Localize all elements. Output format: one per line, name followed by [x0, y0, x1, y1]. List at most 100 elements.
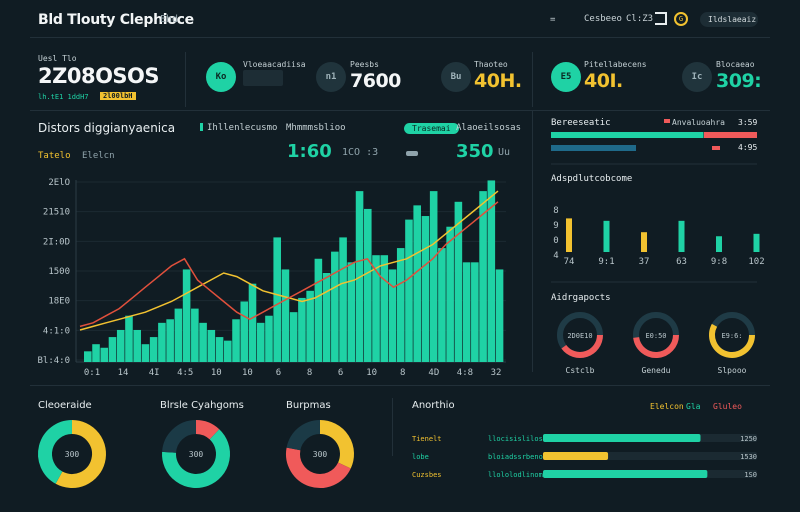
bar: [347, 262, 356, 362]
bar: [438, 248, 446, 362]
bar: [207, 329, 216, 362]
mini-x-tick: 63: [676, 257, 687, 267]
bar: [273, 237, 281, 362]
bar: [331, 251, 339, 362]
header-menu-icon[interactable]: =: [550, 15, 556, 25]
bar: [364, 208, 372, 362]
series-line-a: [79, 190, 499, 331]
bar: [314, 258, 323, 362]
legend-item-a[interactable]: Ihllenlecusmo: [200, 123, 277, 133]
right-section-2-title: Adspdlutcobcome: [551, 174, 633, 184]
y-tick-label: 2ElO: [48, 178, 70, 188]
donut-slice: [319, 420, 354, 469]
perf-legend-2[interactable]: Gla: [686, 402, 701, 411]
total-sub-label: lh.tE1 1ddH7: [38, 93, 89, 101]
bar: [487, 180, 496, 362]
donut-center-label: 300: [189, 450, 204, 459]
mini-x-tick: 9:8: [711, 257, 727, 267]
kpi-divider-2: [532, 52, 533, 107]
mini-x-tick: 74: [564, 257, 575, 267]
bar: [125, 315, 133, 362]
bar: [166, 319, 174, 362]
kpi-badge-3: Bu: [441, 62, 471, 92]
bar: [182, 269, 191, 362]
toggle-switch[interactable]: [406, 151, 418, 156]
mini-y-tick: 8: [553, 206, 558, 216]
perf-track: [543, 434, 757, 442]
bar: [339, 237, 347, 362]
bar: [108, 337, 117, 362]
header-divider: [30, 37, 770, 38]
donut-slice: [162, 420, 197, 454]
notification-icon[interactable]: G: [674, 12, 688, 26]
bar: [306, 290, 314, 362]
total-value: 2Z08OSOS: [38, 64, 160, 88]
legend-item-c[interactable]: Alaoeilsosas: [456, 123, 522, 133]
app-title-tag: Ehd: [160, 14, 179, 25]
donut-hole: [301, 435, 339, 473]
donut-slice: [162, 429, 230, 488]
kpi-badge-4: E5: [551, 62, 581, 92]
donut-title-2: Blrsle Cyahgoms: [160, 400, 244, 411]
bar: [116, 329, 125, 362]
app-title: Bld Tlouty Clephioce: [38, 12, 194, 28]
y-tick-label: 21510: [43, 208, 70, 218]
kpi-label-3: Thaoteo: [474, 60, 508, 69]
x-tick-label: 4D: [428, 368, 439, 378]
x-tick-label: 4:8: [457, 368, 473, 378]
bar: [322, 273, 331, 362]
bar: [84, 351, 92, 362]
gauge-label-2: Genedu: [641, 366, 671, 375]
y-tick-label: Bl:4:0: [37, 356, 70, 366]
performance-title: Anorthio: [412, 400, 455, 411]
donut-center-label: 300: [65, 450, 80, 459]
bar: [380, 255, 389, 362]
perf-legend-3[interactable]: Gluleo: [713, 402, 742, 411]
kpi-label-4: Pitellabecens: [584, 60, 647, 69]
kpi-divider-1: [185, 52, 186, 107]
expand-icon[interactable]: [655, 12, 667, 25]
bar: [446, 226, 454, 362]
gauge-label-1: Cstclb: [565, 366, 595, 375]
bar: [158, 322, 166, 362]
bar: [256, 322, 265, 362]
search-input[interactable]: Ildslaeaiz: [700, 12, 758, 27]
perf-legend-1[interactable]: Elelcon: [650, 402, 684, 411]
mini-x-tick: 9:1: [598, 257, 614, 267]
bar: [396, 248, 405, 362]
gauge-center-label: E9:6:: [721, 332, 742, 340]
legend-item-b[interactable]: Mhmmmsblioo: [286, 123, 346, 133]
kpi-value-2: 7600: [350, 70, 401, 92]
donut-hole: [177, 435, 215, 473]
header-nav-link[interactable]: Cesbeeo: [584, 14, 622, 24]
x-tick-label: 10: [211, 368, 222, 378]
x-tick-label: 6: [276, 368, 281, 378]
gauge-center-label: E0:50: [645, 332, 666, 340]
filter-pill[interactable]: Trasemai: [404, 123, 459, 134]
series-line-b: [79, 201, 499, 328]
bar: [429, 191, 438, 362]
bar: [495, 269, 504, 362]
y-tick-label: 1500: [48, 267, 70, 277]
total-badge: 2l00lbH: [100, 92, 136, 100]
donut-hole: [53, 435, 91, 473]
y-tick-label: 18E0: [48, 297, 70, 307]
progress-track: [551, 132, 757, 138]
bar: [462, 262, 471, 362]
bar: [224, 340, 232, 362]
bar: [215, 337, 224, 362]
perf-row-label: Tienelt: [412, 435, 442, 443]
donut-slice: [286, 420, 321, 451]
bar: [471, 262, 479, 362]
perf-track: [543, 452, 757, 460]
bar: [281, 269, 290, 362]
stat-sub-a: 1CO :3: [342, 147, 379, 158]
gauge-track: [709, 312, 755, 358]
x-tick-label: 6: [338, 368, 343, 378]
header-code-label: Cl:Z3: [626, 14, 654, 24]
bar: [454, 201, 463, 362]
perf-row-mid: bloiadssrbeno: [488, 453, 543, 461]
right-section-3-title: Aidrgapocts: [551, 293, 611, 303]
donut-slice: [55, 420, 106, 488]
kpi-label-1: Vloeaacadiisa: [243, 60, 306, 69]
